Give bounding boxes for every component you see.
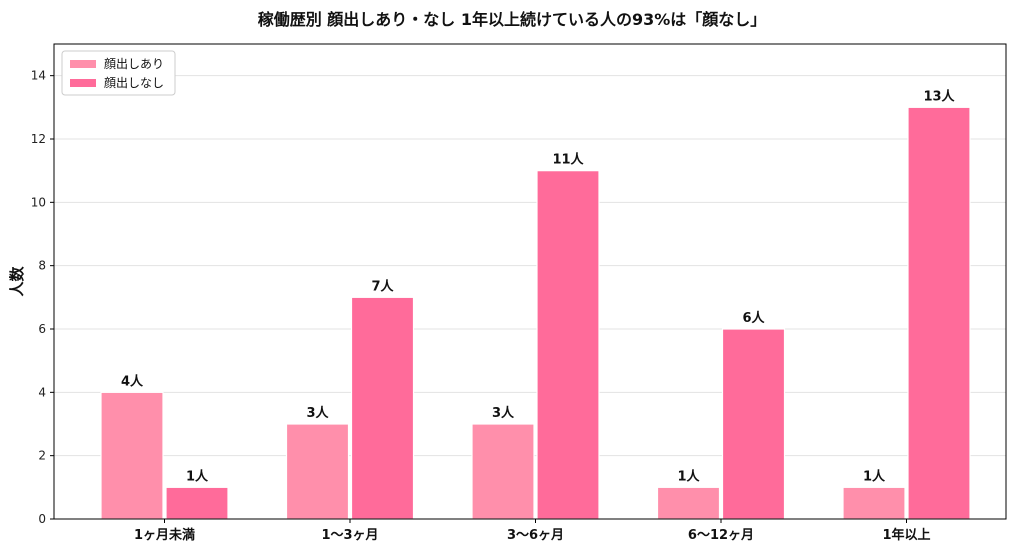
bar xyxy=(842,486,906,520)
x-axis-ticks: 1ヶ月未満 1〜3ヶ月 3〜6ヶ月 6〜12ヶ月 1年以上 xyxy=(134,519,931,543)
y-axis-ticks: 0 2 4 6 8 10 12 14 xyxy=(31,69,54,526)
data-label: 1人 xyxy=(677,468,700,484)
y-tick-label: 4 xyxy=(38,385,46,399)
bar xyxy=(907,106,971,520)
x-tick-label: 6〜12ヶ月 xyxy=(688,528,754,543)
chart-title: 稼働歴別 顔出しあり・なし 1年以上続けている人の93%は「顔なし」 xyxy=(258,10,767,29)
x-tick-label: 1年以上 xyxy=(882,527,930,543)
legend-swatch xyxy=(70,60,96,68)
data-label: 1人 xyxy=(863,468,886,484)
data-label: 6人 xyxy=(742,310,765,326)
data-label: 3人 xyxy=(492,405,515,421)
y-tick-label: 2 xyxy=(38,449,46,463)
data-label: 1人 xyxy=(186,468,209,484)
y-tick-label: 6 xyxy=(38,322,46,336)
bar xyxy=(165,486,229,520)
legend-label: 顔出しなし xyxy=(104,75,164,90)
data-label: 7人 xyxy=(371,278,394,294)
bars xyxy=(100,106,971,520)
data-label: 11人 xyxy=(552,152,584,168)
y-tick-label: 14 xyxy=(31,69,46,83)
x-tick-label: 1ヶ月未満 xyxy=(134,527,195,543)
legend-swatch xyxy=(70,79,96,87)
legend-label: 顔出しあり xyxy=(104,56,164,71)
bar xyxy=(285,423,350,520)
gridlines xyxy=(54,75,1006,457)
data-label: 3人 xyxy=(306,405,329,421)
bar xyxy=(100,391,164,520)
y-tick-label: 0 xyxy=(38,512,46,526)
data-label: 13人 xyxy=(923,88,955,104)
x-tick-label: 1〜3ヶ月 xyxy=(321,528,378,543)
data-labels: 4人 1人 3人 7人 3人 11人 1人 6人 1人 13人 xyxy=(121,88,956,484)
y-tick-label: 12 xyxy=(31,132,46,146)
bar xyxy=(350,296,415,520)
y-tick-label: 10 xyxy=(31,195,46,209)
bar xyxy=(471,423,535,520)
plot-frame xyxy=(53,43,1007,520)
y-tick-label: 8 xyxy=(38,259,46,273)
bar xyxy=(656,486,721,520)
bar xyxy=(721,328,786,520)
x-tick-label: 3〜6ヶ月 xyxy=(507,528,564,543)
bar xyxy=(536,170,600,520)
y-axis-label: 人数 xyxy=(8,266,26,297)
data-label: 4人 xyxy=(121,373,144,389)
